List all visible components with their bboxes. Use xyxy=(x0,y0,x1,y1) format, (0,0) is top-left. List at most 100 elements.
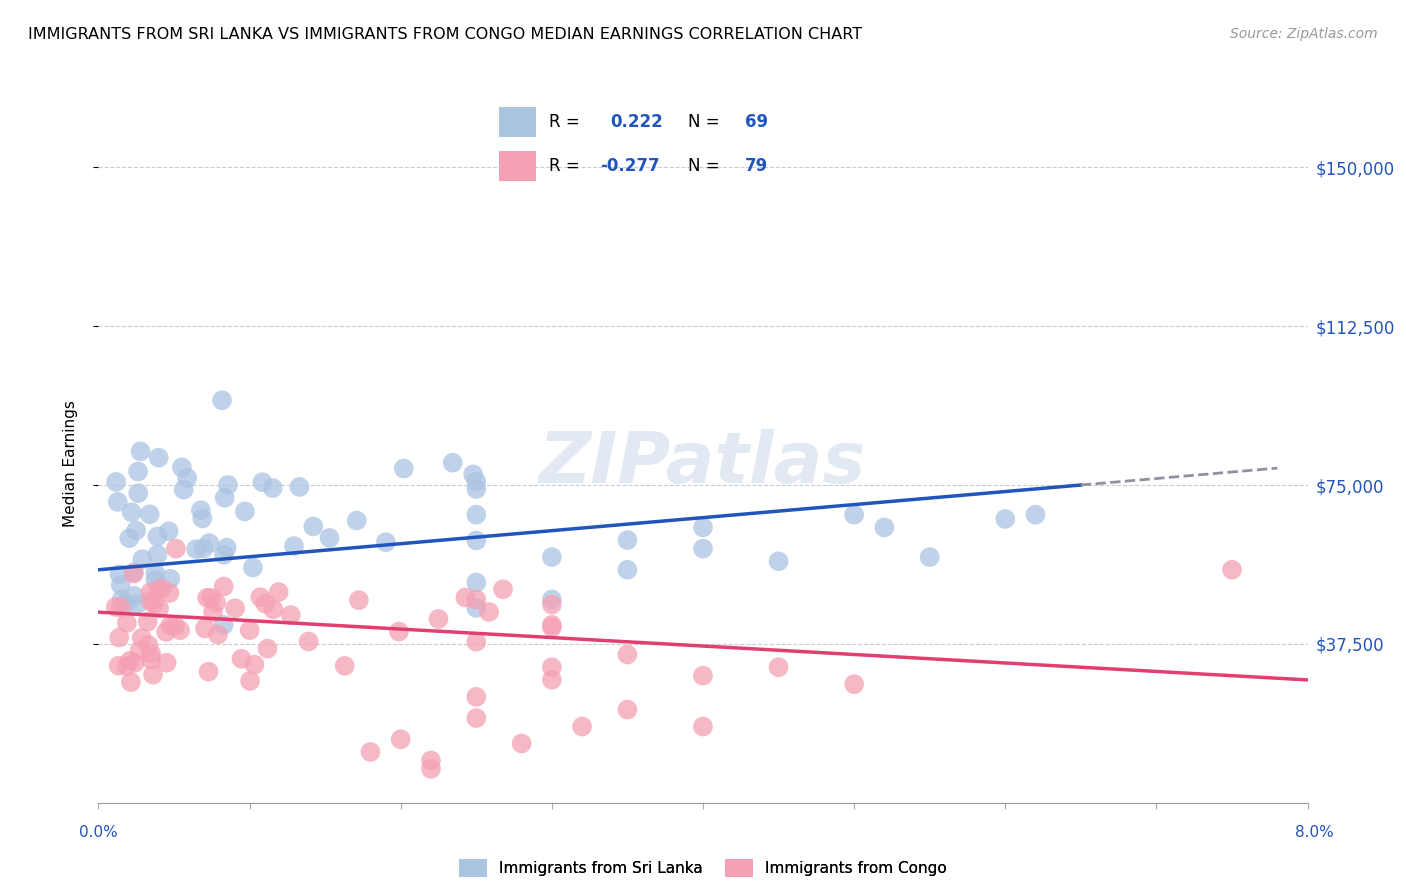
Point xyxy=(142,667,165,681)
Point xyxy=(768,660,790,674)
Point xyxy=(346,514,368,528)
Point xyxy=(252,475,274,490)
Point xyxy=(124,656,146,670)
Point xyxy=(478,605,501,619)
Text: 8.0%: 8.0% xyxy=(1295,825,1334,839)
Point xyxy=(571,719,593,733)
Point xyxy=(143,597,166,611)
Point xyxy=(465,482,488,496)
Point xyxy=(141,652,163,666)
Point xyxy=(118,654,141,668)
Point xyxy=(465,592,488,607)
Point xyxy=(143,566,166,580)
Point xyxy=(256,641,278,656)
Point xyxy=(159,618,181,632)
Point xyxy=(173,483,195,497)
Point xyxy=(616,648,638,662)
Point xyxy=(207,627,229,641)
Point xyxy=(249,590,271,604)
Point xyxy=(541,660,564,674)
Point xyxy=(143,573,166,587)
Point xyxy=(129,444,152,458)
Point xyxy=(873,520,896,534)
Point xyxy=(108,567,131,582)
Point xyxy=(333,658,356,673)
Point xyxy=(224,601,246,615)
Point xyxy=(541,598,564,612)
Text: 0.0%: 0.0% xyxy=(79,825,118,839)
Text: 69: 69 xyxy=(745,113,768,131)
Point xyxy=(118,531,141,545)
Point xyxy=(150,582,173,596)
Point xyxy=(190,503,212,517)
Point xyxy=(1025,508,1047,522)
Point xyxy=(107,658,129,673)
Point xyxy=(297,634,319,648)
Point xyxy=(844,508,866,522)
Point xyxy=(267,585,290,599)
Point xyxy=(616,533,638,548)
Point xyxy=(616,703,638,717)
Point xyxy=(111,592,134,607)
Y-axis label: Median Earnings: Median Earnings xyxy=(63,401,77,527)
Point xyxy=(280,608,302,623)
Text: R =: R = xyxy=(550,157,585,175)
Point xyxy=(148,601,170,615)
Point xyxy=(105,475,128,489)
Point xyxy=(692,541,714,556)
Point xyxy=(212,617,235,632)
Point xyxy=(692,719,714,733)
Point xyxy=(239,673,262,688)
Point xyxy=(465,635,488,649)
Point xyxy=(254,597,277,611)
Point xyxy=(110,578,132,592)
Point xyxy=(163,618,186,632)
Point xyxy=(205,596,228,610)
Point xyxy=(541,673,564,687)
Point xyxy=(214,491,236,505)
Point xyxy=(127,465,149,479)
Point xyxy=(541,617,564,632)
Point xyxy=(198,536,221,550)
Point xyxy=(146,583,169,598)
Point xyxy=(427,612,450,626)
Point xyxy=(231,652,253,666)
Text: ZIPatlas: ZIPatlas xyxy=(540,429,866,499)
Text: R =: R = xyxy=(550,113,585,131)
Point xyxy=(156,656,179,670)
Text: -0.277: -0.277 xyxy=(600,157,659,175)
Point xyxy=(420,762,443,776)
Point xyxy=(146,529,169,543)
Point xyxy=(157,524,180,539)
Point xyxy=(110,600,132,615)
Point xyxy=(197,665,219,679)
Point xyxy=(262,602,284,616)
Point xyxy=(318,531,340,545)
Point xyxy=(541,592,564,607)
Point xyxy=(128,643,150,657)
Point xyxy=(159,586,181,600)
Point xyxy=(211,393,233,408)
Point xyxy=(139,508,162,522)
Point xyxy=(194,621,217,635)
Text: IMMIGRANTS FROM SRI LANKA VS IMMIGRANTS FROM CONGO MEDIAN EARNINGS CORRELATION C: IMMIGRANTS FROM SRI LANKA VS IMMIGRANTS … xyxy=(28,27,862,42)
Point xyxy=(148,450,170,465)
Point xyxy=(127,597,149,611)
Point xyxy=(465,575,488,590)
Point xyxy=(115,659,138,673)
Point xyxy=(388,624,411,639)
Point xyxy=(441,456,464,470)
Point xyxy=(288,480,311,494)
Point xyxy=(176,471,198,485)
Point xyxy=(510,737,533,751)
Point xyxy=(616,563,638,577)
Point xyxy=(169,623,191,637)
Point xyxy=(107,495,129,509)
Point xyxy=(541,620,564,634)
Point xyxy=(465,600,488,615)
Point xyxy=(195,591,218,605)
Point xyxy=(212,579,235,593)
Point xyxy=(122,566,145,581)
Text: N =: N = xyxy=(688,157,724,175)
Point xyxy=(465,533,488,548)
